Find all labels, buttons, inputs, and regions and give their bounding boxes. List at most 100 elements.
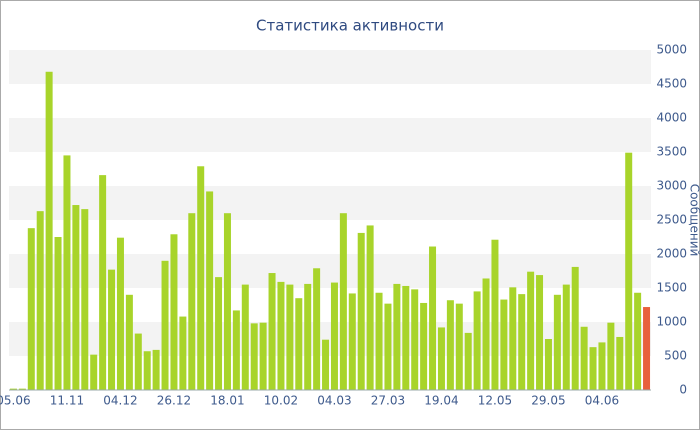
x-tick-label: 04.12: [103, 394, 137, 408]
bar: [215, 277, 223, 390]
grid-band: [9, 322, 651, 356]
bar: [304, 283, 312, 390]
bar: [571, 266, 579, 390]
y-tick-label: 2500: [656, 213, 687, 227]
bar: [509, 287, 517, 390]
bar: [9, 388, 17, 390]
y-axis-label: Сообщений: [688, 184, 700, 257]
bar: [518, 294, 526, 390]
bar: [598, 342, 606, 390]
bar: [250, 323, 258, 390]
y-tick-label: 3500: [656, 145, 687, 159]
bar: [544, 339, 552, 390]
bar: [473, 291, 481, 390]
x-tick-label: 04.03: [317, 394, 351, 408]
bar: [241, 284, 249, 390]
bar: [393, 283, 401, 390]
x-tick-label: 10.02: [264, 394, 298, 408]
bar: [455, 303, 463, 390]
bar: [161, 260, 169, 390]
bar: [643, 307, 651, 390]
bar: [125, 294, 133, 390]
bar: [339, 213, 347, 390]
y-tick-label: 4000: [656, 111, 687, 125]
y-tick-label: 1500: [656, 281, 687, 295]
bar: [116, 237, 124, 390]
bar: [330, 282, 338, 390]
bar: [322, 339, 330, 390]
bar: [152, 349, 160, 390]
bar: [143, 351, 151, 390]
bar: [81, 209, 89, 390]
bar: [134, 333, 142, 390]
bar: [72, 205, 80, 390]
bar: [108, 269, 116, 390]
y-tick-label: 2000: [656, 247, 687, 261]
bar: [90, 354, 98, 390]
bar: [366, 225, 374, 390]
bar: [375, 292, 383, 390]
bar: [206, 191, 214, 390]
bar: [179, 316, 187, 390]
y-tick-label: 1000: [656, 315, 687, 329]
y-tick-label: 4500: [656, 77, 687, 91]
x-tick-label: 27.03: [371, 394, 405, 408]
bar: [348, 293, 356, 390]
y-tick-label: 3000: [656, 179, 687, 193]
bar: [223, 213, 231, 390]
bar: [259, 322, 267, 390]
grid-band: [9, 186, 651, 220]
x-tick-label: 04.06: [585, 394, 619, 408]
bar: [500, 299, 508, 390]
bar: [295, 298, 303, 390]
bar: [580, 326, 588, 390]
bar: [634, 292, 642, 390]
bar: [384, 303, 392, 390]
bar: [625, 152, 633, 390]
bar: [232, 310, 240, 390]
x-tick-label: 11.11: [50, 394, 84, 408]
bar: [357, 232, 365, 390]
bar: [553, 294, 561, 390]
grid-band: [9, 254, 651, 288]
bar: [562, 284, 570, 390]
bar: [313, 268, 321, 390]
bar: [429, 246, 437, 390]
bar: [437, 327, 445, 390]
bar: [277, 281, 285, 390]
x-tick-label: 19.04: [424, 394, 458, 408]
y-tick-label: 5000: [656, 43, 687, 57]
x-tick-label: 12.05: [478, 394, 512, 408]
bar: [446, 300, 454, 390]
bar: [170, 234, 178, 390]
bar: [36, 211, 44, 390]
bar: [54, 237, 62, 390]
bar: [411, 289, 419, 390]
bar: [268, 273, 276, 390]
bar: [402, 285, 410, 390]
x-tick-label: 18.01: [210, 394, 244, 408]
bar: [27, 228, 35, 390]
bar: [527, 271, 535, 390]
bar: [616, 336, 624, 390]
x-tick-label: 05.06: [0, 394, 31, 408]
bar: [18, 388, 26, 390]
x-tick-label: 26.12: [157, 394, 191, 408]
bar: [482, 278, 490, 390]
bar: [45, 71, 53, 390]
bar: [607, 322, 615, 390]
bar: [420, 302, 428, 390]
bar: [197, 166, 205, 390]
bar: [63, 155, 71, 390]
bar: [188, 213, 196, 390]
bar: [464, 332, 472, 390]
grid-band: [9, 118, 651, 152]
bar: [536, 275, 544, 390]
bar: [589, 347, 597, 390]
grid-band: [9, 50, 651, 84]
bar: [491, 239, 499, 390]
bar: [286, 284, 294, 390]
chart-title: Статистика активности: [256, 17, 444, 35]
y-tick-label: 0: [679, 383, 687, 397]
